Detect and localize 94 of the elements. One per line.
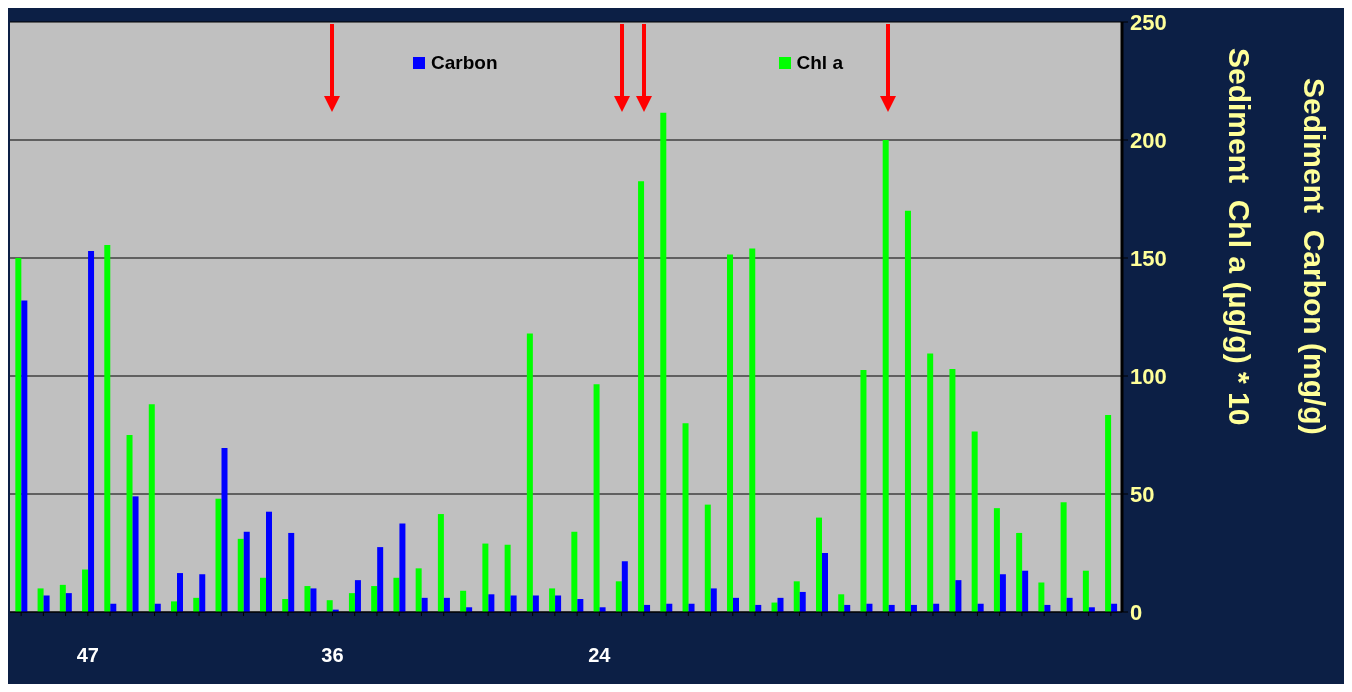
- bar: [704, 504, 711, 612]
- bar: [377, 547, 384, 612]
- y-tick-label: 150: [1130, 245, 1167, 271]
- bar: [304, 586, 311, 612]
- bar: [621, 561, 628, 612]
- bar: [682, 423, 689, 612]
- bar: [949, 368, 956, 612]
- bar: [526, 333, 533, 612]
- bar: [904, 210, 911, 612]
- bar: [999, 574, 1006, 612]
- bar: [15, 258, 22, 612]
- bar: [348, 593, 355, 612]
- y-tick-label: 0: [1130, 599, 1143, 625]
- bar: [437, 514, 444, 612]
- bar: [177, 573, 184, 612]
- bar: [510, 595, 517, 612]
- bar: [171, 601, 178, 612]
- bar: [326, 600, 333, 612]
- bar: [193, 597, 200, 612]
- x-tick-label: 47: [76, 644, 99, 667]
- bar: [199, 574, 206, 612]
- bar: [65, 593, 72, 612]
- bar: [354, 580, 361, 612]
- y-tick-label: 200: [1130, 127, 1167, 153]
- bar: [860, 370, 867, 612]
- bar: [148, 404, 155, 612]
- bar: [215, 498, 222, 612]
- x-tick-label: 24: [588, 644, 612, 667]
- bar: [82, 569, 89, 612]
- bar: [259, 577, 266, 612]
- y2-axis-title: Sediment Carbon (mg/g): [1297, 78, 1331, 435]
- bar: [310, 588, 317, 612]
- bar: [821, 553, 828, 612]
- bar: [838, 594, 845, 612]
- legend-label: Carbon: [431, 52, 498, 74]
- bar: [593, 384, 600, 612]
- legend-label: Chl a: [796, 52, 843, 74]
- bar: [221, 447, 228, 612]
- bar: [415, 568, 422, 612]
- bar: [733, 597, 740, 612]
- bar: [882, 140, 889, 612]
- bar: [727, 254, 734, 612]
- bar: [421, 597, 428, 612]
- bar: [532, 595, 539, 612]
- bar: [21, 300, 28, 612]
- bar: [710, 588, 717, 612]
- x-tick-label: 36: [321, 644, 344, 667]
- bar: [799, 591, 806, 612]
- bar: [265, 511, 272, 612]
- bar: [243, 531, 250, 612]
- bar: [549, 588, 556, 612]
- bar: [1022, 570, 1029, 612]
- bar: [1060, 502, 1067, 612]
- y-tick-label: 250: [1130, 9, 1167, 35]
- bar: [571, 531, 578, 612]
- bar: [126, 435, 133, 612]
- bar: [660, 112, 667, 612]
- bar: [43, 595, 50, 612]
- bar: [793, 581, 800, 612]
- bar: [132, 496, 139, 612]
- bar: [482, 543, 489, 612]
- bar: [371, 586, 378, 612]
- bar: [993, 508, 1000, 612]
- y-tick-label: 100: [1130, 363, 1167, 389]
- bar: [615, 581, 622, 612]
- bar: [577, 599, 584, 612]
- bar: [1016, 532, 1023, 612]
- bar: [460, 590, 467, 612]
- bar: [288, 532, 295, 612]
- bar: [638, 181, 645, 612]
- bar: [1105, 414, 1112, 612]
- bar: [815, 517, 822, 612]
- bar: [237, 538, 244, 612]
- bar: [443, 597, 450, 612]
- bar: [777, 597, 784, 612]
- bar: [88, 250, 95, 612]
- bar: [555, 595, 562, 612]
- bar: [749, 248, 756, 612]
- bar: [393, 577, 400, 612]
- bar: [488, 594, 495, 612]
- bar: [971, 431, 978, 612]
- bar: [1066, 597, 1073, 612]
- bar: [504, 544, 511, 612]
- bar: [927, 353, 934, 612]
- bar: [1038, 582, 1045, 612]
- bar: [399, 523, 406, 612]
- y-tick-label: 50: [1130, 481, 1155, 507]
- bar: [37, 588, 44, 612]
- bar: [104, 245, 111, 612]
- bar: [1082, 570, 1089, 612]
- bar: [59, 584, 66, 612]
- y-axis-title: Sediment Chl a (µg/g) * 10: [1222, 48, 1256, 426]
- bar: [955, 580, 962, 612]
- bar: [282, 599, 289, 612]
